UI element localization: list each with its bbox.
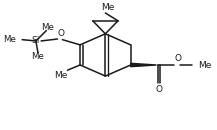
- Text: Me: Me: [41, 23, 54, 32]
- Text: Me: Me: [101, 3, 114, 12]
- Text: O: O: [156, 85, 163, 95]
- Text: Me: Me: [54, 71, 68, 80]
- Text: O: O: [58, 29, 65, 38]
- Text: Me: Me: [198, 60, 211, 70]
- Text: Me: Me: [3, 35, 16, 44]
- Text: Me: Me: [31, 52, 44, 61]
- Text: Si: Si: [32, 36, 40, 46]
- Polygon shape: [131, 63, 156, 67]
- Text: O: O: [174, 54, 181, 63]
